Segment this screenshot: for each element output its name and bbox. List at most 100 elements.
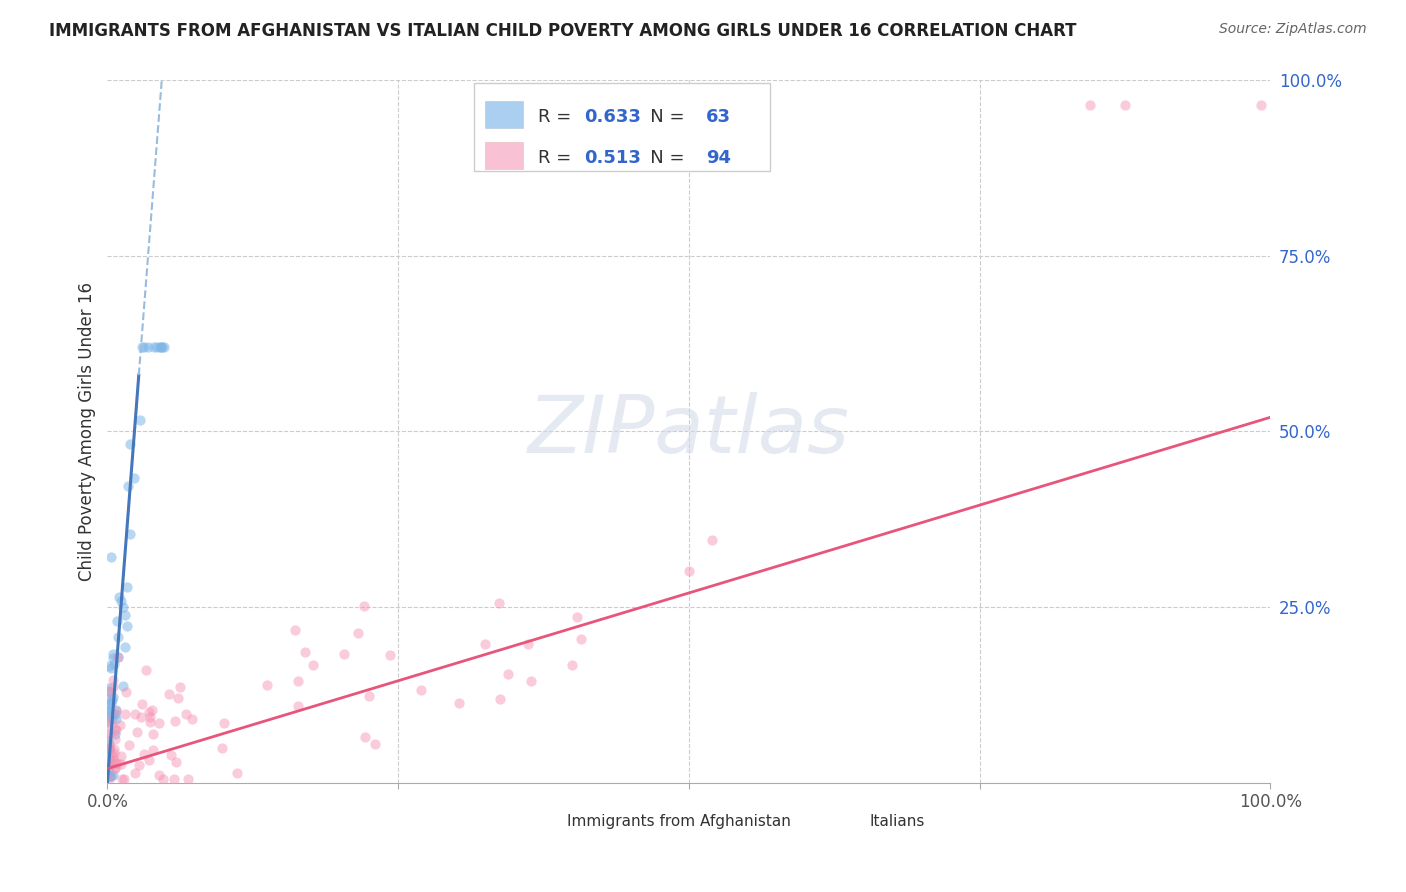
Point [496,667,519,681]
Point [97,681,120,695]
Point [97,684,120,698]
Point [150,340,173,354]
Point [100,550,122,565]
Point [284,624,307,638]
Point [98,709,121,723]
Point [97,714,120,729]
Point [115,580,138,594]
Point [97,733,120,747]
Point [97,769,120,783]
Point [105,614,128,628]
Point [302,657,325,672]
Point [97,697,120,711]
Text: Italians: Italians [869,814,925,829]
Point [105,723,128,737]
Point [124,766,146,780]
Point [214,716,236,731]
Point [132,747,155,761]
Point [363,737,385,751]
FancyBboxPatch shape [485,142,523,169]
Point [128,758,150,772]
Point [347,625,370,640]
Point [139,710,162,724]
Point [98,740,121,755]
Point [118,738,141,752]
Point [166,691,188,706]
Point [114,640,136,654]
Point [101,706,124,721]
FancyBboxPatch shape [474,84,770,171]
Point [100,712,122,726]
Point [174,707,197,722]
Point [142,340,165,354]
Point [107,650,129,665]
Point [519,673,541,688]
Text: 94: 94 [706,149,731,167]
Point [333,647,356,661]
Point [97,772,120,786]
Point [98,751,121,765]
Point [287,699,309,714]
Point [97,769,120,783]
Text: R =: R = [537,149,576,167]
Point [131,340,153,354]
Point [134,663,156,677]
Point [103,746,125,760]
Text: 63: 63 [706,108,731,126]
Point [97,741,120,756]
Point [118,526,141,541]
Point [353,730,375,744]
Point [516,637,538,651]
Point [111,600,134,615]
Point [145,340,167,354]
FancyBboxPatch shape [520,811,558,834]
Point [256,678,278,692]
Point [104,727,127,741]
Point [153,340,176,354]
Y-axis label: Child Poverty Among Girls Under 16: Child Poverty Among Girls Under 16 [79,282,96,581]
Point [98,725,121,739]
Point [181,713,204,727]
Point [98,684,121,698]
Point [105,756,128,771]
Point [678,564,700,578]
Point [98,742,121,756]
Point [98,690,121,705]
Point [97,742,120,756]
Point [139,714,162,729]
Point [97,727,120,741]
Point [101,767,124,781]
Point [105,703,128,717]
FancyBboxPatch shape [485,101,523,128]
Point [103,657,125,671]
Point [110,594,132,608]
Point [152,772,174,786]
Point [98,659,121,673]
Text: R =: R = [537,108,576,126]
Point [110,756,132,771]
Point [131,698,153,712]
Point [111,772,134,786]
Point [1078,97,1101,112]
Point [163,772,186,786]
Point [103,741,125,756]
Point [97,706,120,720]
Point [122,471,145,485]
Point [149,340,172,354]
Text: N =: N = [633,149,690,167]
Point [142,743,165,757]
Point [104,723,127,737]
Point [104,756,127,771]
Point [124,706,146,721]
Text: N =: N = [633,108,690,126]
Point [489,691,512,706]
Point [112,772,135,786]
Point [569,632,592,647]
Point [97,769,120,783]
Point [97,700,120,714]
Point [159,748,181,763]
Point [101,673,124,687]
Point [100,753,122,767]
Text: Source: ZipAtlas.com: Source: ZipAtlas.com [1219,22,1367,37]
Point [165,755,187,769]
